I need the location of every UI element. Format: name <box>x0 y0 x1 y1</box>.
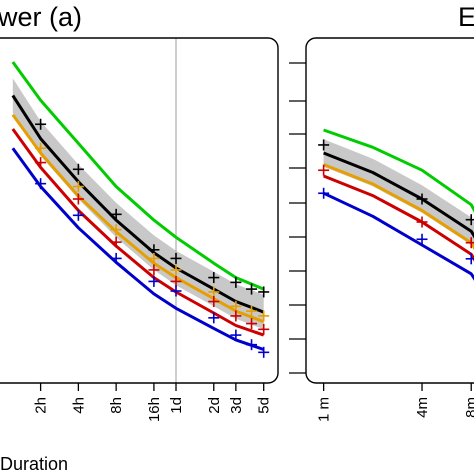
marker-1-0 <box>318 164 330 176</box>
marker-2-3 <box>148 264 160 276</box>
x-ticks-a: 2h 4h 8h 16h 1d 2d 3d 5d <box>33 383 273 422</box>
markers-a <box>35 118 270 358</box>
marker-2-0 <box>318 187 330 199</box>
series-line-4 <box>11 147 265 351</box>
marker-1-1 <box>416 216 428 228</box>
marker-3-6 <box>230 329 242 341</box>
markers-b <box>318 139 474 265</box>
marker-0-1 <box>72 163 84 175</box>
marker-3-8 <box>258 346 270 358</box>
x-axis-label-a: Duration <box>0 454 68 474</box>
marker-1-0 <box>35 142 47 154</box>
marker-3-4 <box>170 285 182 297</box>
marker-2-1 <box>416 233 428 245</box>
marker-1-2 <box>110 224 122 236</box>
marker-1-5 <box>208 286 220 298</box>
x-tick-label: 1 m <box>316 397 333 422</box>
marker-1-3 <box>148 252 160 264</box>
marker-2-2 <box>465 253 474 265</box>
series-line-0 <box>323 128 474 213</box>
marker-2-7 <box>246 318 258 330</box>
x-tick-label: 16h <box>146 397 163 422</box>
marker-2-5 <box>208 296 220 308</box>
x-tick-label: 8h <box>108 397 125 414</box>
marker-0-4 <box>170 252 182 264</box>
x-tick-label: 2d <box>206 397 223 414</box>
marker-3-1 <box>72 209 84 221</box>
marker-1-1 <box>72 181 84 193</box>
marker-2-8 <box>258 323 270 335</box>
marker-0-1 <box>416 193 428 205</box>
series-line-4 <box>322 191 474 281</box>
panel-b: 1 m 4m 8m E <box>289 2 474 422</box>
confidence-band <box>12 78 264 330</box>
marker-1-7 <box>246 305 258 317</box>
marker-0-7 <box>246 283 258 295</box>
marker-3-3 <box>148 275 160 287</box>
x-ticks-b: 1 m 4m 8m <box>316 383 474 422</box>
marker-0-0 <box>318 139 330 151</box>
marker-0-6 <box>230 276 242 288</box>
marker-0-5 <box>208 272 220 284</box>
marker-3-7 <box>246 339 258 351</box>
marker-2-1 <box>72 193 84 205</box>
x-tick-label: 5d <box>256 397 273 414</box>
marker-2-4 <box>170 275 182 287</box>
marker-0-2 <box>110 208 122 220</box>
x-tick-label: 2h <box>33 397 50 414</box>
marker-1-8 <box>258 310 270 322</box>
marker-1-2 <box>465 237 474 249</box>
marker-0-2 <box>465 214 474 226</box>
marker-2-6 <box>230 310 242 322</box>
x-tick-label: 8m <box>463 397 474 418</box>
marker-1-4 <box>170 264 182 276</box>
x-tick-label: 4h <box>70 397 87 414</box>
marker-2-2 <box>110 236 122 248</box>
marker-1-6 <box>230 300 242 312</box>
marker-3-2 <box>110 252 122 264</box>
chart-title-a: wer (a) <box>0 2 82 32</box>
x-tick-label: 4m <box>414 397 431 418</box>
panel-a: 2h 4h 8h 16h 1d 2d 3d 5d wer (a) Duration <box>0 2 279 474</box>
chart-title-b: E <box>458 2 474 32</box>
marker-0-8 <box>258 286 270 298</box>
marker-2-0 <box>35 157 47 169</box>
plot-frame-a <box>0 37 279 384</box>
series-line-2 <box>323 163 474 251</box>
plot-frame-b <box>305 37 474 384</box>
y-ticks-b <box>289 62 306 374</box>
marker-3-5 <box>208 312 220 324</box>
series-line-0 <box>11 61 265 291</box>
marker-0-0 <box>35 118 47 130</box>
marker-3-0 <box>35 178 47 190</box>
confidence-band-a <box>12 78 264 330</box>
x-tick-label: 1d <box>168 397 185 414</box>
x-tick-label: 3d <box>228 397 245 414</box>
